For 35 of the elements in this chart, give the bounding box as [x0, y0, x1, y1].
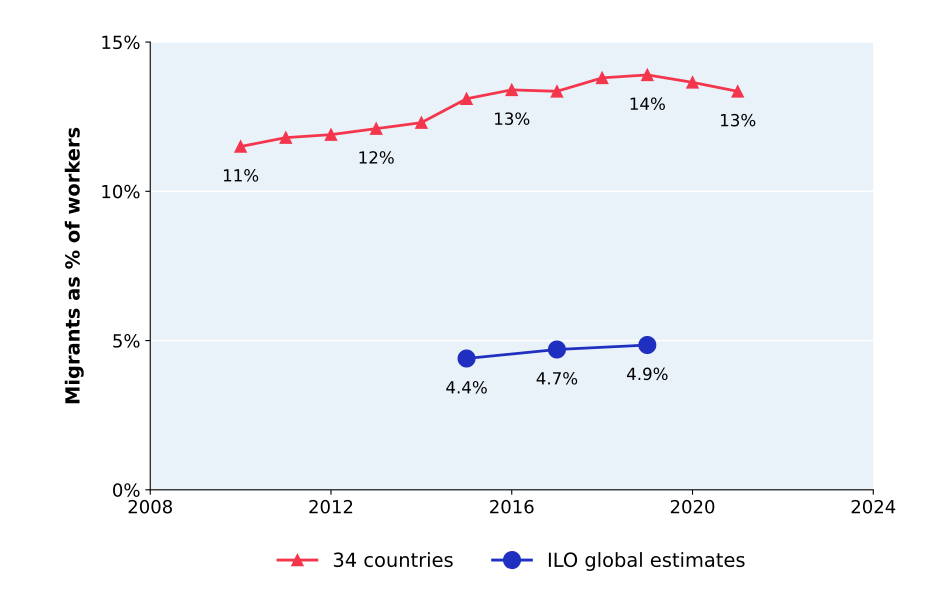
data-label: 4.4% — [446, 380, 487, 394]
x-tick-label: 2016 — [490, 500, 534, 514]
data-label: 13% — [721, 114, 756, 126]
point — [596, 72, 608, 84]
legend-label: ILO global estimates — [548, 552, 745, 571]
y-tick-label: 15% — [102, 36, 140, 50]
point — [370, 122, 382, 135]
point — [415, 116, 428, 129]
y-tick-label: 5% — [113, 334, 140, 348]
point — [550, 85, 564, 98]
point — [324, 128, 338, 141]
y-tick-label: 0% — [113, 483, 140, 497]
x-tick-label: 2012 — [309, 500, 352, 514]
point — [638, 336, 656, 354]
point — [460, 92, 473, 106]
point — [280, 131, 292, 144]
y-axis-title: Migrants as % of workers — [64, 128, 84, 404]
point — [458, 349, 476, 368]
x-tick-label: 2020 — [670, 500, 714, 514]
point — [506, 84, 518, 96]
x-tick-label: 2024 — [852, 500, 896, 514]
data-label: 13% — [495, 112, 530, 125]
data-label: 4.7% — [536, 372, 578, 385]
x-tick-label: 2008 — [128, 500, 172, 514]
data-label: 11% — [224, 169, 258, 182]
point — [686, 76, 699, 89]
legend-label: 34 countries — [334, 552, 453, 568]
data-label: 14% — [630, 97, 665, 110]
point — [234, 140, 247, 153]
data-label: 12% — [359, 151, 394, 164]
point — [641, 68, 654, 82]
y-tick-label: 10% — [102, 184, 140, 198]
point — [548, 340, 566, 359]
data-label: 4.9% — [626, 368, 668, 380]
point — [731, 85, 744, 98]
